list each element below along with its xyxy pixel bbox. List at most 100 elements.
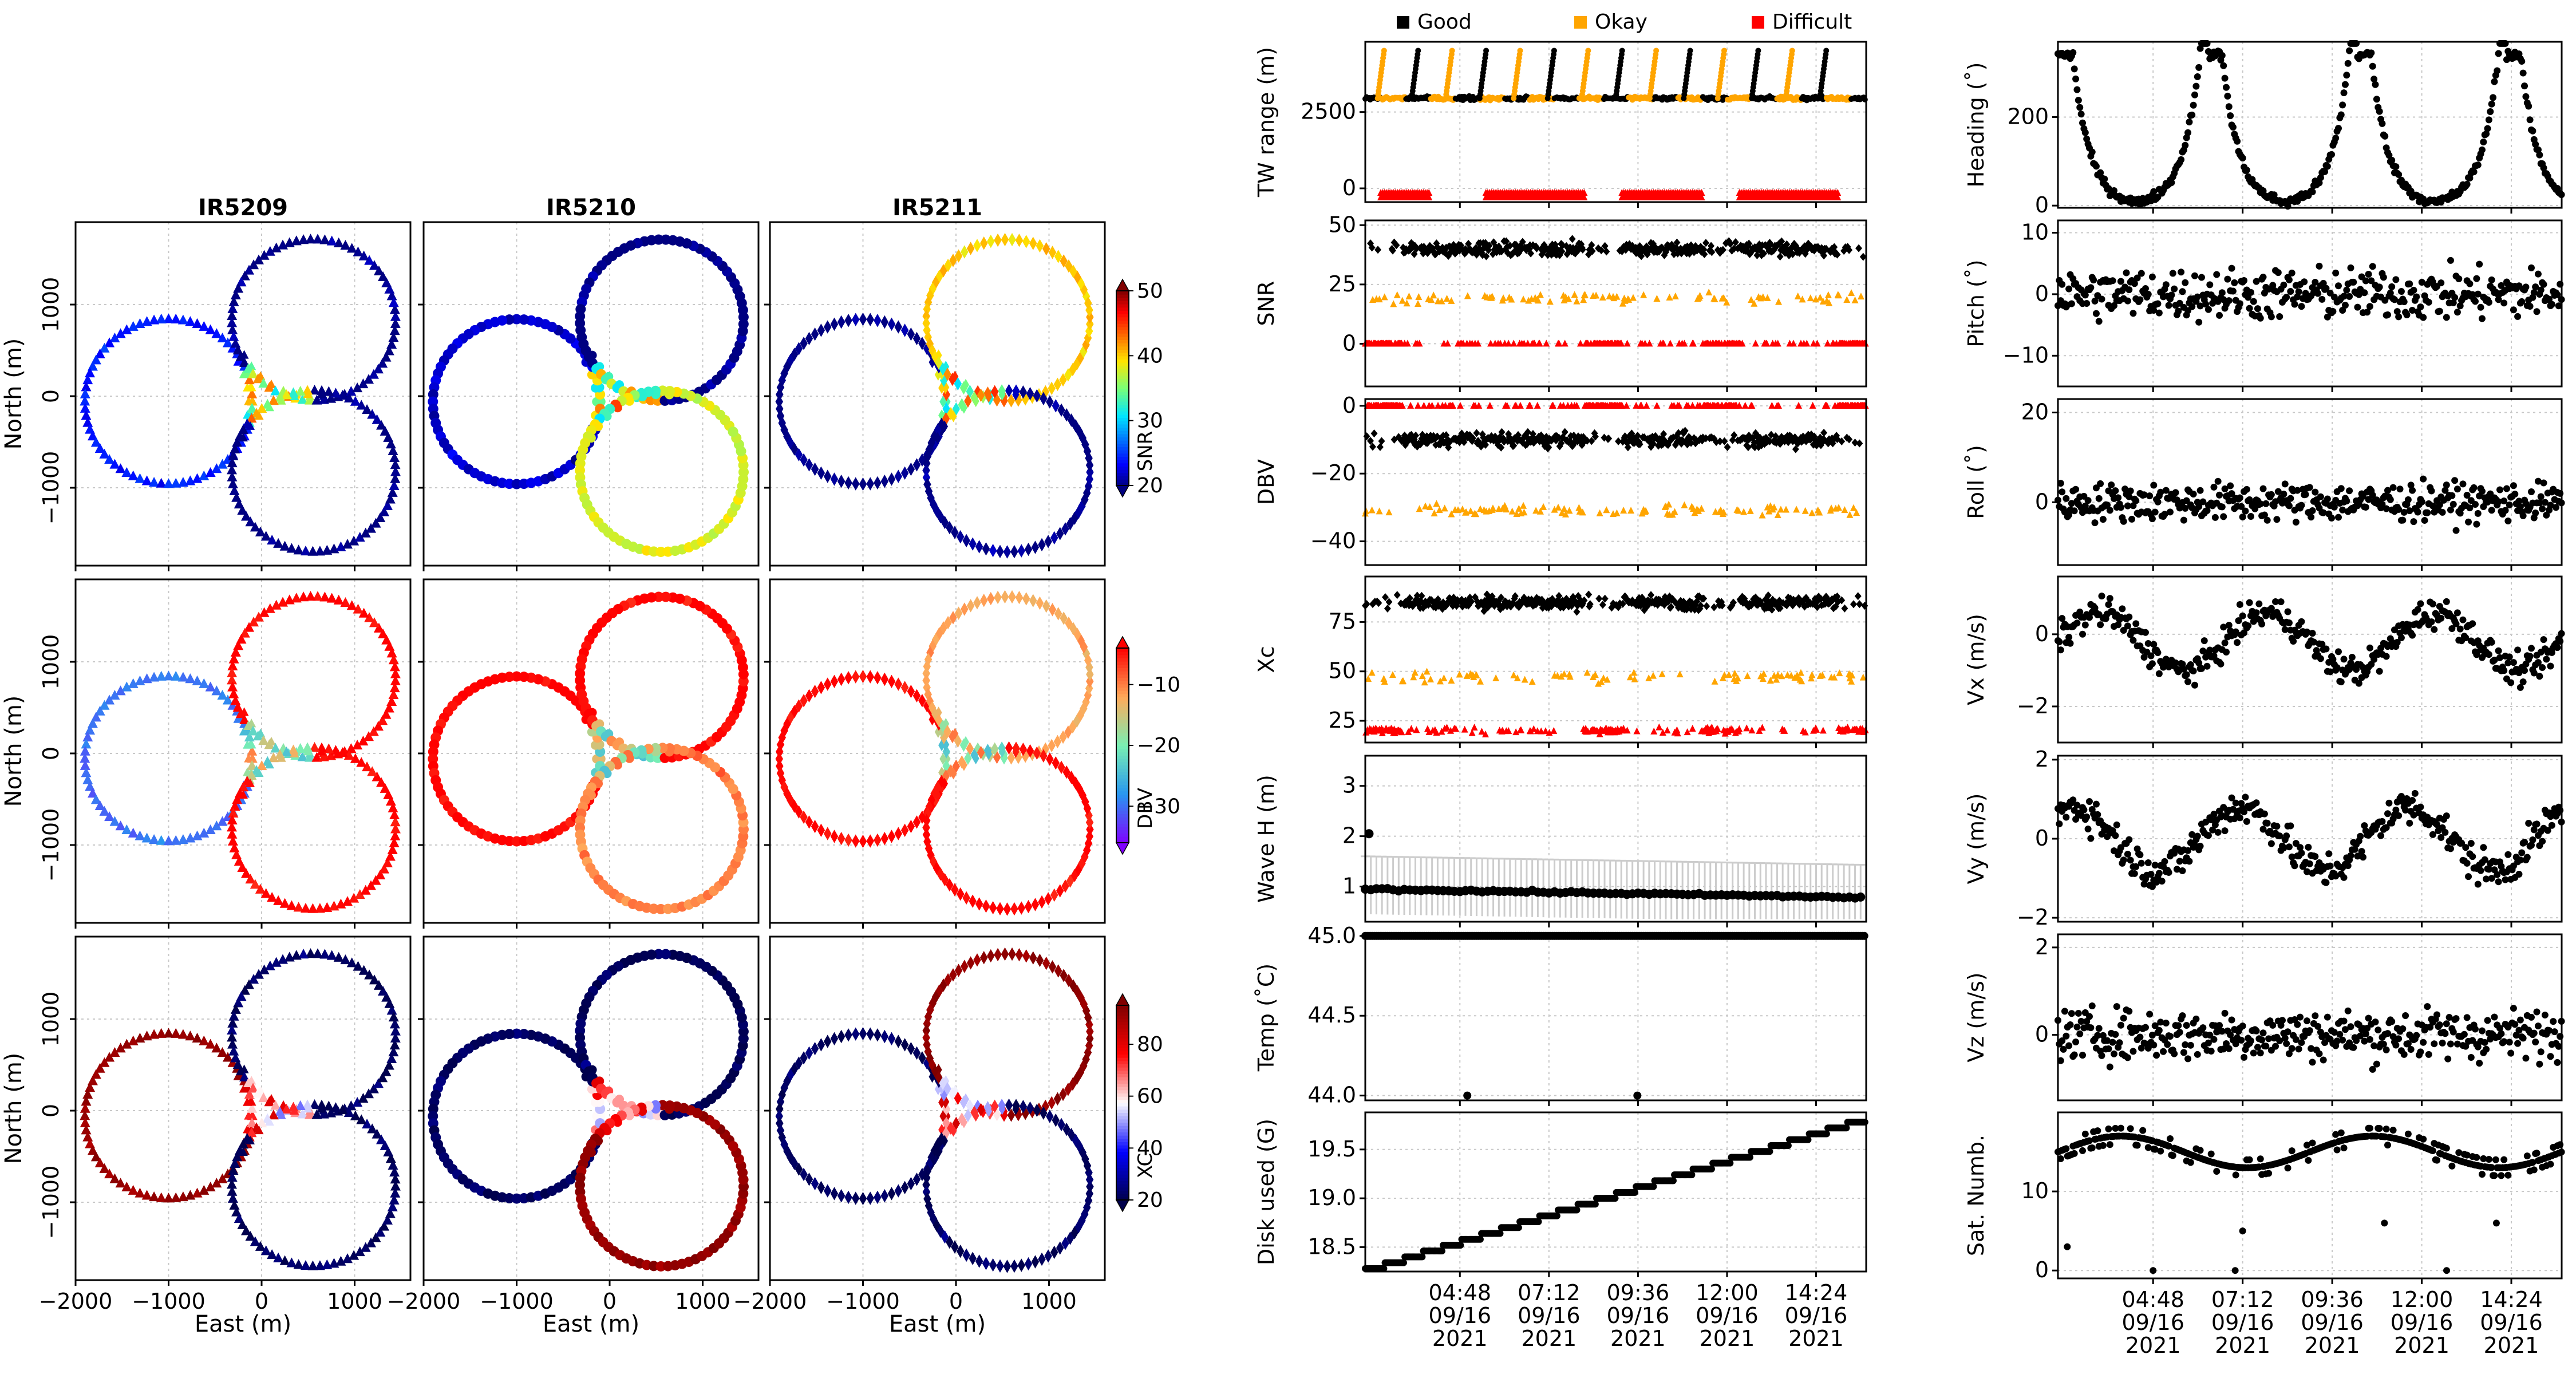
track-marker [244,1111,254,1120]
track-marker [969,537,977,551]
track-marker [972,395,979,408]
track-marker [373,364,384,374]
track-marker [1085,458,1094,472]
track-marker [80,1110,90,1120]
track-marker [211,820,222,831]
track-marker [941,872,949,887]
track-marker [356,757,367,767]
track-marker [259,607,270,617]
track-marker [954,606,963,620]
track-marker [728,784,738,795]
track-marker [388,802,398,812]
track-marker [1031,540,1040,554]
track-marker [227,815,238,825]
track-marker [156,313,167,323]
track-marker [362,404,373,414]
track-marker [273,895,284,905]
track-marker [989,901,997,915]
track-marker [907,462,915,476]
track-marker [385,851,396,861]
track-marker [837,474,846,488]
colorbar-extend-min [1115,485,1130,498]
track-marker [811,684,819,698]
track-marker [115,463,126,473]
colorbar-segment [1116,791,1129,795]
colorbar-segment [1116,447,1129,451]
track-marker [800,337,808,350]
colorbar-segment [1116,330,1129,334]
track-marker [381,709,392,719]
track-marker [504,479,515,489]
track-marker [1061,522,1069,536]
data-point [1789,48,1795,54]
data-point [1381,48,1387,54]
track-marker [349,535,359,546]
y-tick-label: 75 [1329,609,1356,634]
colorbar-segment [1116,800,1129,804]
track-marker [817,823,825,838]
track-marker [205,467,216,477]
colorbar-segment [1116,472,1129,476]
track-marker [776,380,785,394]
track-marker [918,337,926,350]
track-marker [1036,239,1044,253]
track-marker [625,753,634,763]
track-marker [951,728,959,740]
track-marker [912,458,921,472]
track-marker [264,760,274,769]
track-marker [381,352,392,362]
track-marker [156,477,167,488]
track-marker [973,239,981,252]
track-marker [317,742,327,752]
track-marker [934,432,941,444]
track-marker [227,478,238,488]
track-marker [390,318,401,328]
colorbar-segment [1116,670,1129,675]
column-title: IR5210 [546,195,636,221]
track-marker [115,1043,126,1053]
track-marker [247,388,258,398]
track-marker [1046,752,1054,766]
track-marker [230,646,241,657]
track-marker [291,235,302,246]
track-marker [149,672,160,682]
track-marker [1024,542,1033,556]
track-marker [943,368,951,381]
y-tick-label: 50 [1329,658,1356,684]
track-marker [795,805,803,819]
track-marker [1042,242,1050,256]
colorbar-segment [1116,469,1129,473]
track-marker [938,767,946,779]
track-marker [253,611,264,622]
track-marker [222,1052,233,1062]
colorbar-segment [1116,726,1129,730]
track-marker [234,855,244,866]
track-marker [972,752,979,765]
colorbar-segment [1116,359,1129,363]
track-marker [177,314,188,325]
track-marker [894,320,903,334]
track-marker [87,431,98,441]
track-marker [661,234,671,245]
track-marker [790,442,799,456]
track-marker [232,794,243,804]
track-marker [927,848,935,862]
track-marker [1084,653,1092,668]
track-marker [364,255,375,265]
colorbar-segment [1116,1138,1129,1142]
track-marker [823,827,832,840]
track-marker [90,1151,101,1162]
track-marker [217,816,228,826]
track-marker [811,819,819,834]
track-marker [163,670,174,681]
colorbar-segment [1116,333,1129,337]
track-marker [1007,751,1016,765]
track-marker [230,289,241,299]
track-marker [364,612,375,622]
track-marker [149,834,160,844]
track-marker [353,246,364,256]
colorbar-segment [1116,456,1129,460]
track-marker [378,628,389,638]
track-marker [171,313,181,323]
track-marker [227,822,238,832]
